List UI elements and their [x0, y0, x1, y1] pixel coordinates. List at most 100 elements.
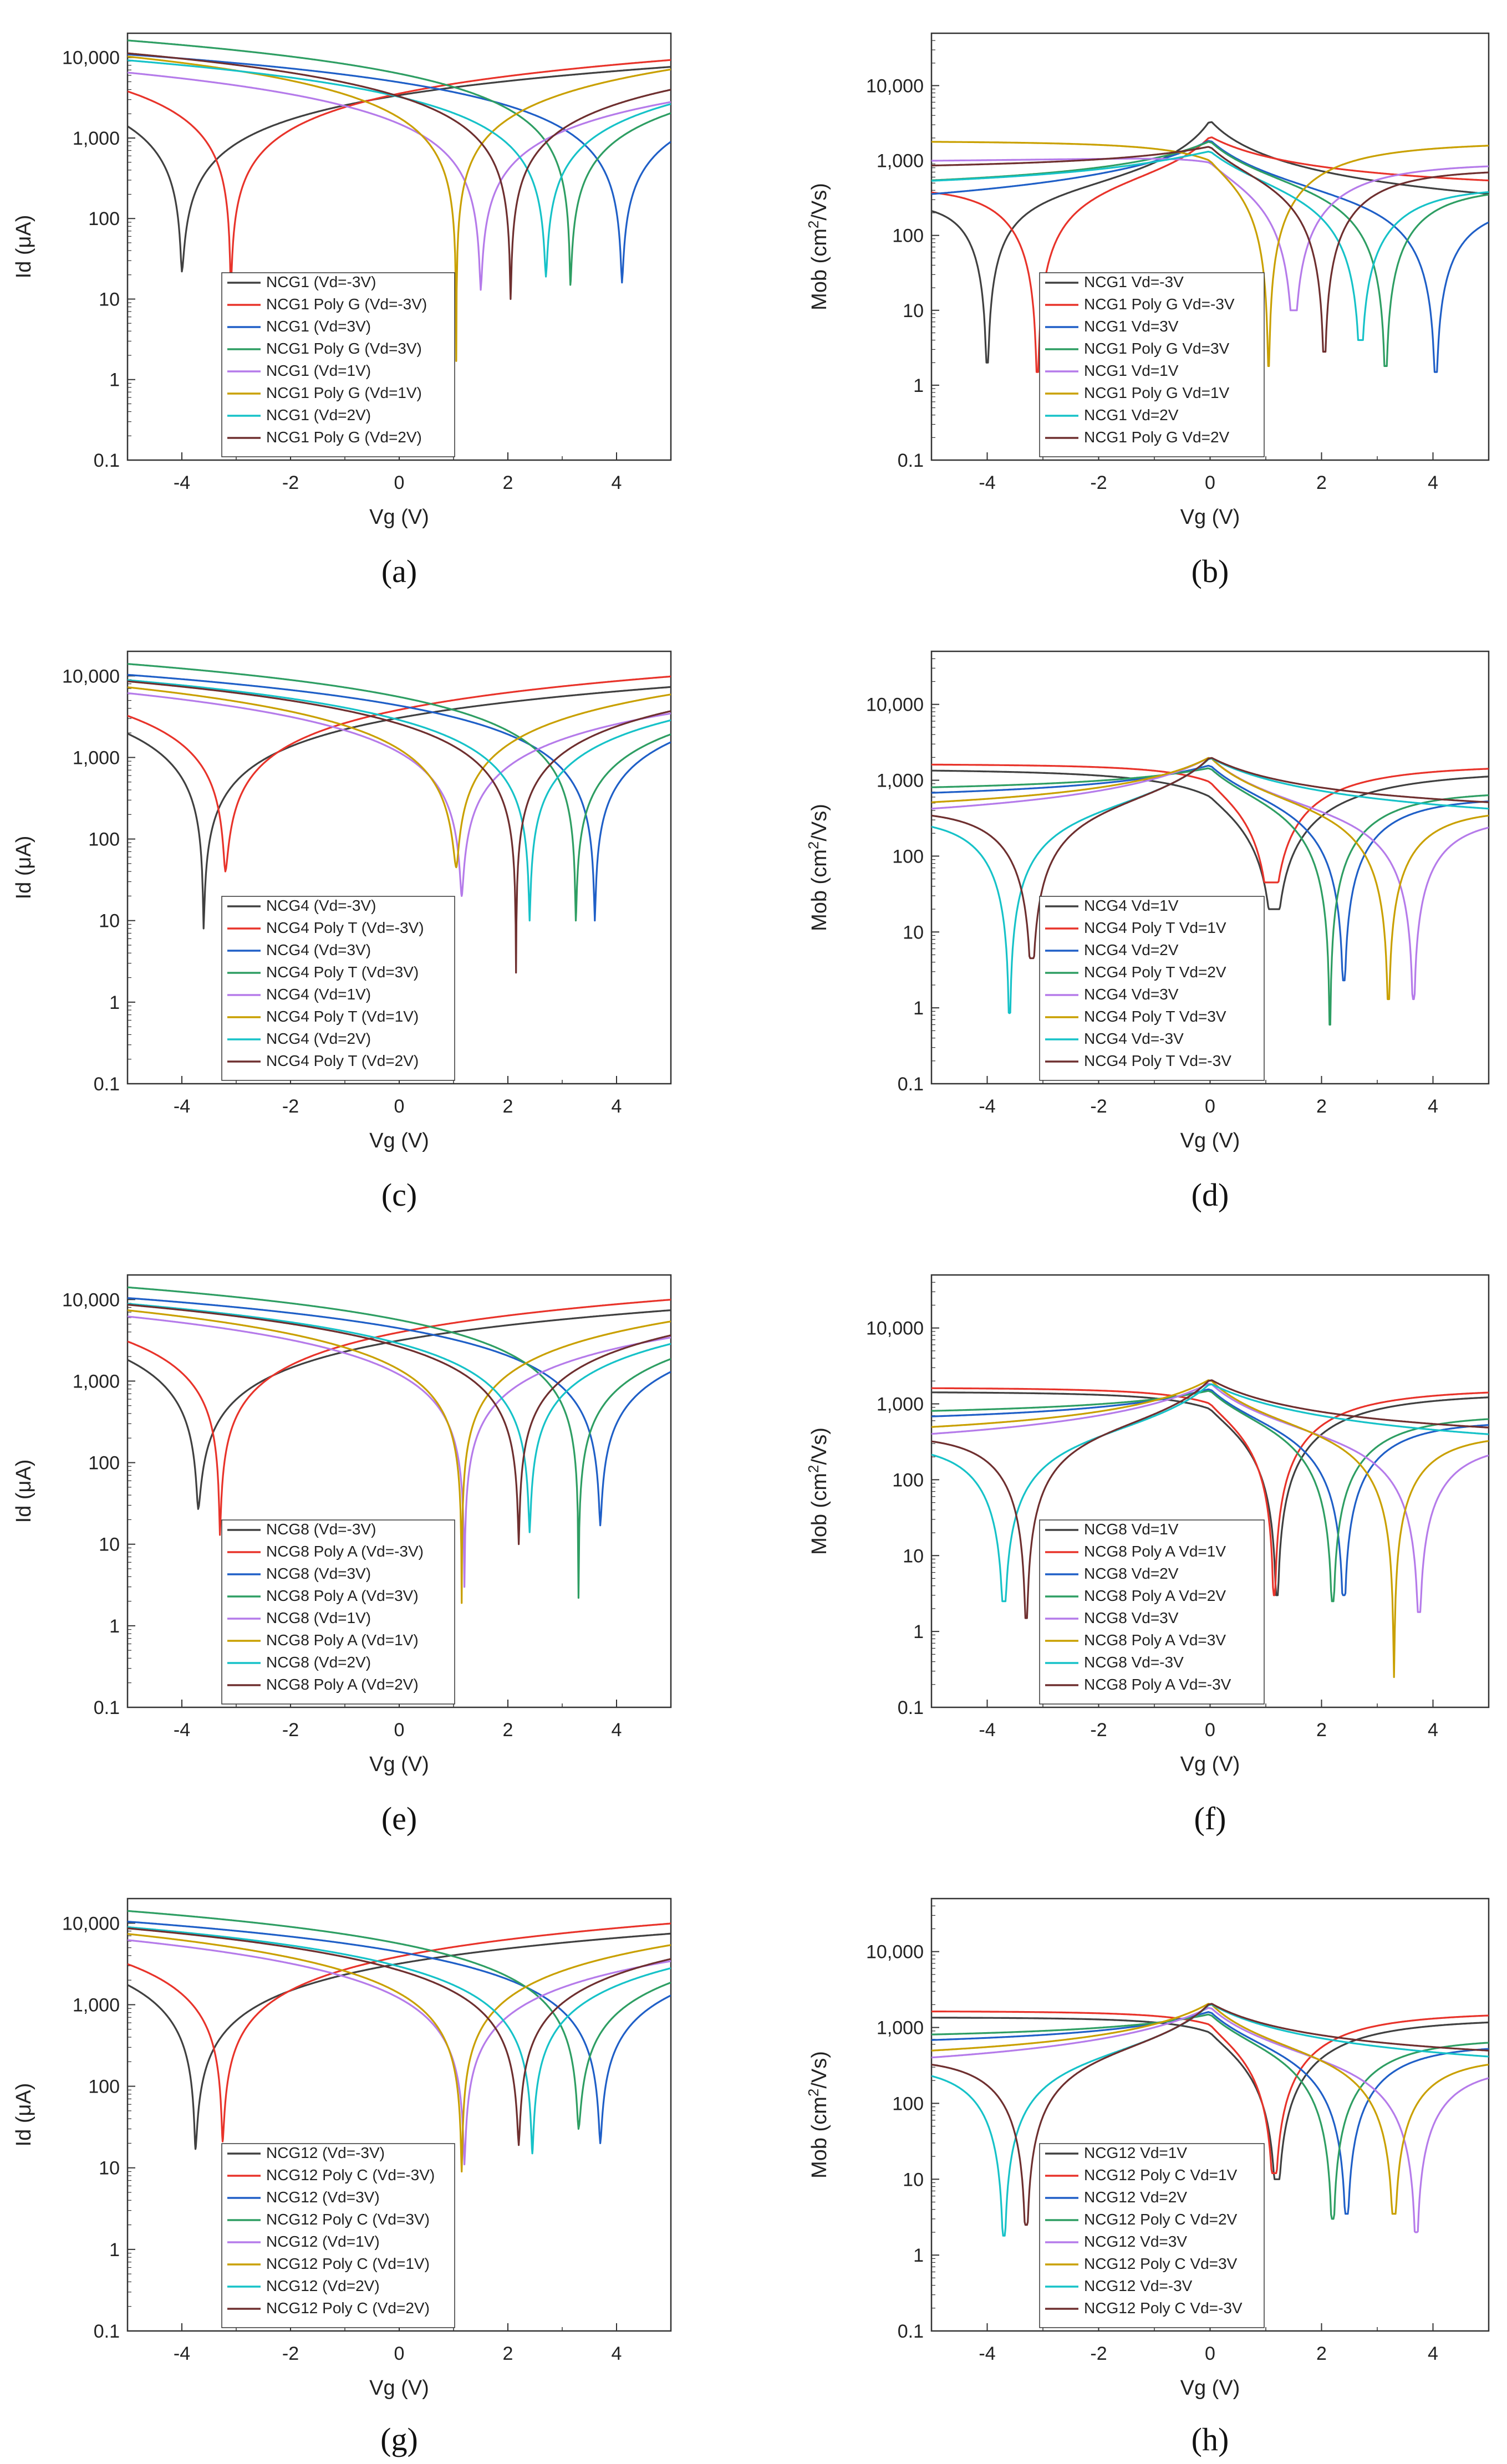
panel-caption: (e): [381, 1800, 417, 1836]
y-tick-label: 10: [99, 1534, 120, 1555]
series-line-3: [128, 1920, 671, 2144]
y-axis-title: Mob (cm2/Vs): [805, 1427, 831, 1555]
legend: NCG12 (Vd=-3V) NCG12 Poly C (Vd=-3V) NCG12…: [221, 2143, 455, 2328]
legend-label-2: NCG1 Poly G (Vd=-3V): [266, 295, 427, 313]
legend-label-1: NCG4 (Vd=-3V): [266, 897, 376, 914]
y-axis-title-main: Mob (cm: [808, 228, 831, 310]
y-tick-label: 1: [913, 1621, 924, 1642]
y-tick-label: 1: [109, 370, 120, 391]
y-tick-label: 10: [903, 300, 924, 322]
x-tick-label: 0: [1205, 1720, 1215, 1741]
series-line-1: [931, 121, 1489, 364]
y-tick-label: 100: [892, 846, 924, 867]
x-tick-label: 0: [394, 1720, 405, 1741]
x-tick-label: 2: [1316, 472, 1327, 493]
legend: NCG12 Vd=1V NCG12 Poly C Vd=1V NCG12 Vd=2V…: [1039, 2143, 1265, 2328]
series-line-3: [931, 764, 1489, 982]
y-tick-label: 10: [903, 1545, 924, 1567]
chart-panel-c: -4 -2 0 2 4 0.1 1 10 100 1,000 10,000 Vg (V) Id (μA)…: [12, 650, 672, 1213]
series-line-8: [931, 146, 1489, 353]
legend-label-6: NCG8 Poly A Vd=3V: [1084, 1631, 1226, 1649]
series-line-3: [931, 2011, 1489, 2215]
legend-label-3: NCG8 (Vd=3V): [266, 1565, 371, 1582]
y-axis-title-sup: 2: [805, 221, 822, 228]
series-line-4: [128, 39, 671, 286]
legend-label-3: NCG8 Vd=2V: [1084, 1565, 1179, 1582]
legend-label-2: NCG8 Poly A Vd=1V: [1084, 1543, 1226, 1560]
x-tick-label: 4: [1428, 472, 1438, 493]
panel-caption: (f): [1194, 1800, 1226, 1836]
legend-label-6: NCG8 Poly A (Vd=1V): [266, 1631, 419, 1649]
series-line-4: [128, 1286, 671, 1599]
legend-label-8: NCG8 Poly A Vd=-3V: [1084, 1676, 1231, 1693]
series-line-8: [128, 1927, 671, 2146]
series-line-4: [931, 767, 1489, 1026]
y-tick-label: 100: [892, 2093, 924, 2114]
series-group: [931, 1379, 1489, 1679]
legend-label-2: NCG12 Poly C (Vd=-3V): [266, 2166, 435, 2184]
x-tick-label: -4: [979, 1096, 995, 1117]
x-tick-label: -2: [282, 472, 299, 493]
legend-label-8: NCG12 Poly C Vd=-3V: [1084, 2299, 1243, 2317]
legend-label-4: NCG4 Poly T (Vd=3V): [266, 963, 419, 981]
panel-caption: (d): [1192, 1177, 1229, 1213]
legend-label-5: NCG4 (Vd=1V): [266, 986, 371, 1003]
y-tick-label: 1,000: [877, 1394, 924, 1415]
series-line-2: [128, 1298, 671, 1536]
legend-label-8: NCG1 Poly G Vd=2V: [1084, 428, 1230, 446]
y-tick-label: 1: [109, 992, 120, 1013]
legend-label-8: NCG4 Poly T (Vd=2V): [266, 1052, 419, 1069]
series-line-2: [128, 675, 671, 873]
legend-label-4: NCG1 Poly G (Vd=3V): [266, 340, 422, 357]
series-group: [128, 1910, 671, 2173]
y-axis-title-end: /Vs): [808, 183, 831, 221]
x-tick-label: 4: [612, 1720, 622, 1741]
x-tick-label: 0: [1205, 1096, 1215, 1117]
legend-label-3: NCG1 Vd=3V: [1084, 318, 1179, 335]
x-tick-label: -2: [1090, 1096, 1107, 1117]
legend-label-6: NCG1 Poly G (Vd=1V): [266, 384, 422, 401]
legend-label-1: NCG4 Vd=1V: [1084, 897, 1179, 914]
y-tick-label: 10,000: [866, 1942, 924, 1963]
series-line-8: [931, 1379, 1489, 1619]
x-tick-label: 0: [394, 1096, 405, 1117]
series-line-1: [931, 769, 1489, 910]
x-tick-label: 2: [503, 1720, 513, 1741]
series-line-4: [128, 1910, 671, 2130]
y-tick-label: 10,000: [866, 75, 924, 96]
series-group: [931, 757, 1489, 1026]
series-line-3: [128, 674, 671, 922]
x-tick-label: 2: [1316, 1720, 1327, 1741]
legend-label-7: NCG8 Vd=-3V: [1084, 1654, 1184, 1671]
legend-label-3: NCG4 Vd=2V: [1084, 941, 1179, 958]
series-line-8: [128, 680, 671, 974]
x-axis-title: Vg (V): [369, 1129, 429, 1152]
y-axis-title: Id (μA): [12, 2083, 35, 2147]
series-line-7: [931, 150, 1489, 341]
series-line-6: [128, 55, 671, 362]
series-line-1: [931, 1391, 1489, 1596]
legend-label-5: NCG12 Vd=3V: [1084, 2233, 1187, 2250]
y-axis-title-main: Mob (cm: [808, 849, 831, 931]
x-axis-title: Vg (V): [369, 506, 429, 529]
legend-label-4: NCG8 Poly A (Vd=3V): [266, 1587, 419, 1604]
x-tick-label: -4: [174, 2343, 190, 2364]
y-tick-label: 10: [99, 2158, 120, 2179]
legend-label-7: NCG4 Vd=-3V: [1084, 1030, 1184, 1047]
series-line-5: [128, 1939, 671, 2166]
y-tick-label: 1: [913, 998, 924, 1019]
series-line-1: [931, 2017, 1489, 2180]
y-tick-label: 10: [903, 2169, 924, 2190]
y-tick-label: 100: [892, 1470, 924, 1491]
x-tick-label: 4: [1428, 1720, 1438, 1741]
x-tick-label: 4: [612, 1096, 622, 1117]
legend: NCG1 (Vd=-3V) NCG1 Poly G (Vd=-3V) NCG1 (V…: [221, 272, 455, 457]
x-axis-title: Vg (V): [369, 1753, 429, 1776]
legend-label-4: NCG1 Poly G Vd=3V: [1084, 340, 1230, 357]
y-axis-title: Mob (cm2/Vs): [805, 804, 831, 931]
y-tick-label: 100: [88, 1453, 120, 1474]
series-group: [128, 663, 671, 974]
y-tick-label: 100: [88, 208, 120, 229]
legend-box: [1039, 896, 1265, 1081]
y-axis-title-sup: 2: [805, 2089, 822, 2096]
